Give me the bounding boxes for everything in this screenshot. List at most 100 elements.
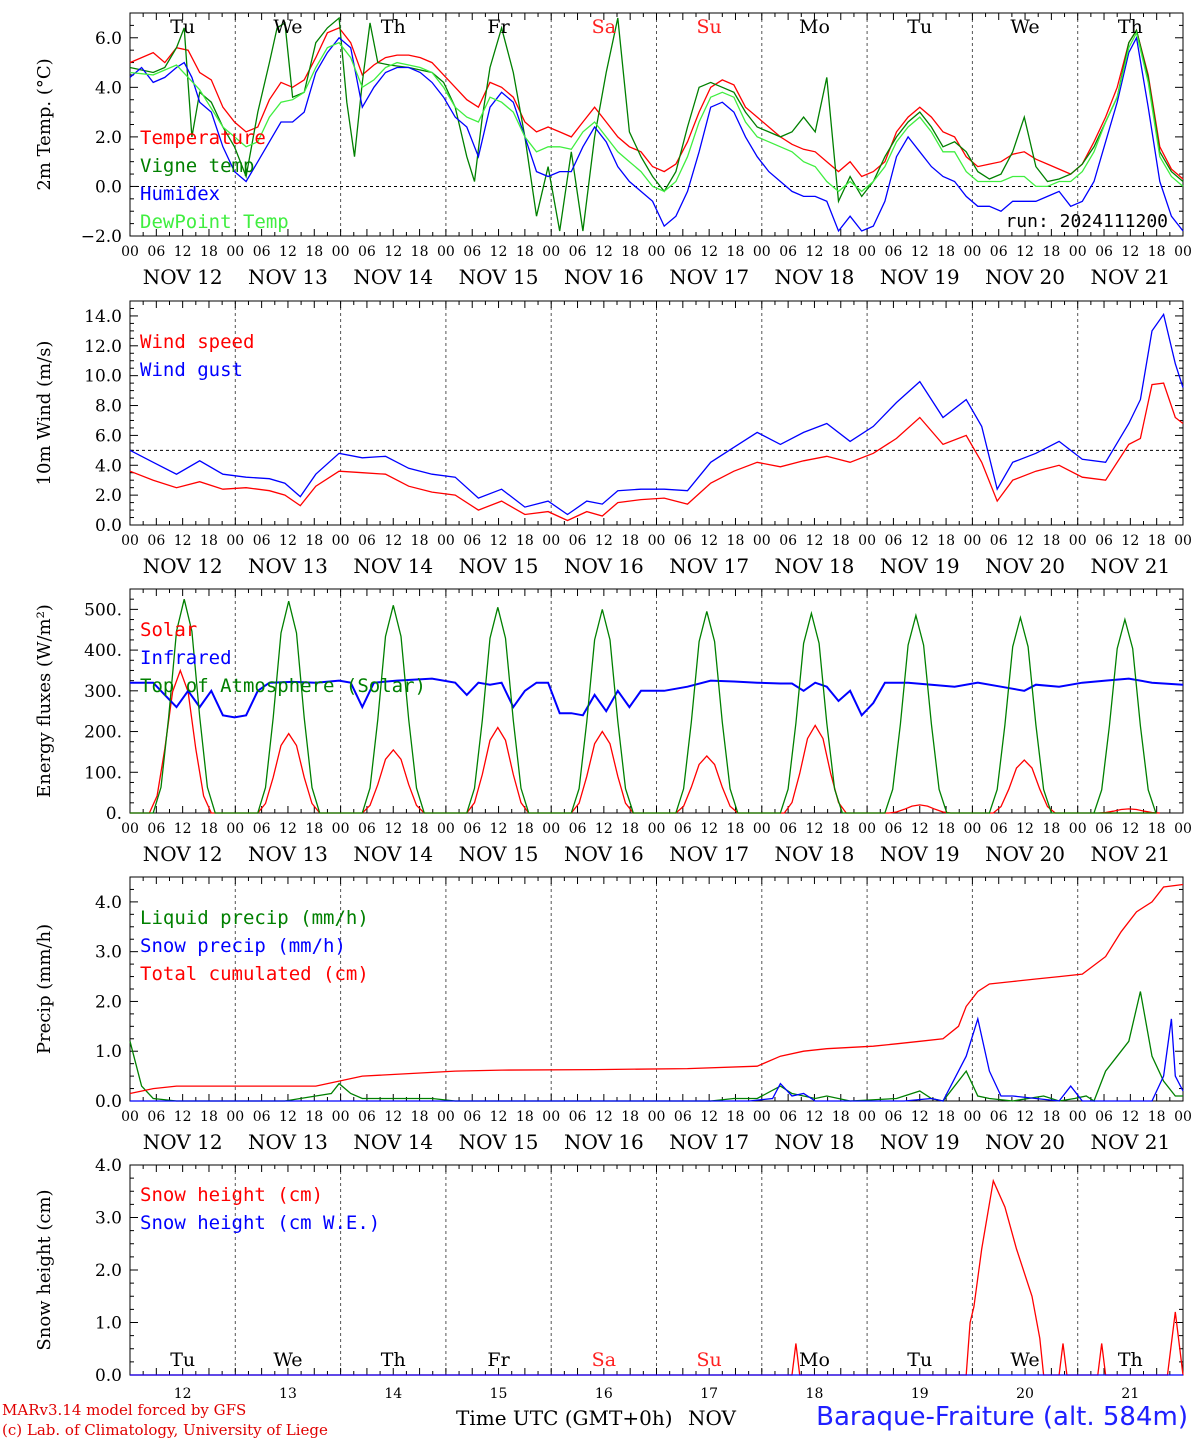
hour-tick-label: 00	[963, 244, 981, 260]
legend-label: Snow height (cm)	[140, 1184, 323, 1206]
date-label: NOV 19	[880, 1130, 960, 1154]
hour-tick-label: 12	[806, 244, 824, 260]
weekday-label: We	[1010, 1349, 1039, 1371]
hour-tick-label: 18	[727, 533, 745, 549]
series-line-liquid-precip-mm-h-	[129, 991, 1183, 1102]
hour-tick-label: 18	[1148, 244, 1166, 260]
legend-label: Infrared	[140, 647, 232, 669]
hour-tick-label: 18	[200, 533, 218, 549]
hour-tick-label: 00	[963, 821, 981, 837]
hour-tick-label: 12	[700, 533, 718, 549]
hour-tick-label: 00	[121, 821, 139, 837]
weekday-label: Sa	[592, 16, 616, 38]
weekday-label: Fr	[487, 16, 510, 38]
panel-4: 0.0 1.0 2.0 3.0 4.0 Precip (mm/h) Liquid preci…	[34, 876, 1192, 1154]
hour-tick-label: 18	[727, 1109, 745, 1125]
day-number-label: 16	[595, 1386, 613, 1402]
hour-tick-label: 18	[621, 244, 639, 260]
hour-tick-label: 06	[990, 533, 1008, 549]
y-tick-label: −2.0	[81, 227, 122, 247]
legend-label: Solar	[140, 619, 197, 641]
hour-tick-label: 12	[384, 244, 402, 260]
day-number-label: 19	[911, 1386, 929, 1402]
y-tick-label: 1.0	[95, 1042, 122, 1062]
date-label: NOV 12	[143, 842, 223, 866]
weekday-label: Th	[381, 1349, 406, 1371]
date-label: NOV 15	[459, 554, 539, 578]
hour-tick-label: 00	[226, 533, 244, 549]
hour-tick-label: 06	[253, 821, 271, 837]
hour-tick-label: 00	[437, 244, 455, 260]
hour-tick-label: 18	[1042, 1109, 1060, 1125]
hour-tick-label: 06	[674, 533, 692, 549]
hour-tick-label: 00	[858, 533, 876, 549]
date-label: NOV 19	[880, 265, 960, 289]
hour-tick-label: 00	[226, 1109, 244, 1125]
y-tick-label: 14.0	[84, 307, 122, 327]
hour-tick-label: 18	[727, 821, 745, 837]
date-label: NOV 16	[564, 842, 644, 866]
hour-tick-label: 00	[648, 821, 666, 837]
series-line-wind-speed	[129, 382, 1184, 522]
date-label: NOV 13	[248, 265, 328, 289]
hour-tick-label: 18	[937, 244, 955, 260]
weekday-label: Tu	[170, 16, 195, 38]
y-tick-label: 500.	[84, 600, 122, 620]
hour-tick-label: 18	[516, 244, 534, 260]
hour-tick-label: 12	[595, 1109, 613, 1125]
lab-credit: (c) Lab. of Climatology, University of L…	[2, 1421, 328, 1439]
hour-tick-label: 06	[358, 1109, 376, 1125]
y-tick-label: 0.0	[95, 516, 122, 536]
hour-tick-label: 06	[569, 1109, 587, 1125]
date-label: NOV 20	[985, 265, 1065, 289]
y-axis-label: Precip (mm/h)	[34, 924, 55, 1054]
date-label: NOV 20	[985, 842, 1065, 866]
date-label: NOV 21	[1090, 842, 1170, 866]
hour-tick-label: 18	[832, 244, 850, 260]
hour-tick-label: 06	[253, 533, 271, 549]
date-label: NOV 18	[775, 842, 855, 866]
day-number-label: 20	[1016, 1386, 1034, 1402]
hour-tick-label: 06	[674, 244, 692, 260]
hour-tick-label: 12	[595, 533, 613, 549]
date-label: NOV 17	[669, 265, 749, 289]
hour-tick-label: 00	[437, 821, 455, 837]
y-tick-label: 6.0	[95, 29, 122, 49]
panel-3: 0. 100. 200. 300. 400. 500. Energy fluxes (W/m…	[34, 588, 1192, 866]
weekday-label: Tu	[907, 1349, 932, 1371]
hour-tick-label: 12	[174, 244, 192, 260]
hour-tick-label: 18	[1148, 1109, 1166, 1125]
series-line-snow-precip-mm-h-	[130, 1016, 1184, 1102]
hour-tick-label: 18	[516, 533, 534, 549]
date-label: NOV 20	[985, 1130, 1065, 1154]
hour-tick-label: 12	[279, 533, 297, 549]
hour-tick-label: 06	[569, 533, 587, 549]
series-line-humidex	[129, 35, 1184, 233]
weekday-label: Su	[697, 1349, 722, 1371]
plot-frame	[129, 300, 1184, 526]
date-label: NOV 16	[564, 1130, 644, 1154]
hour-tick-label: 12	[595, 821, 613, 837]
y-tick-label: 8.0	[95, 397, 122, 417]
hour-tick-label: 18	[200, 244, 218, 260]
plot-frame	[129, 588, 1184, 814]
hour-tick-label: 00	[1069, 1109, 1087, 1125]
legend-label: Wind gust	[140, 359, 243, 381]
hour-tick-label: 12	[490, 533, 508, 549]
hour-tick-label: 06	[779, 533, 797, 549]
hour-tick-label: 12	[384, 533, 402, 549]
hour-tick-label: 06	[1095, 244, 1113, 260]
hour-tick-label: 18	[516, 1109, 534, 1125]
date-label: NOV 21	[1090, 1130, 1170, 1154]
hour-tick-label: 12	[174, 1109, 192, 1125]
hour-tick-label: 12	[806, 821, 824, 837]
hour-tick-label: 12	[1121, 533, 1139, 549]
hour-tick-label: 00	[121, 533, 139, 549]
hour-tick-label: 06	[1095, 821, 1113, 837]
date-label: NOV 18	[775, 554, 855, 578]
hour-tick-label: 18	[1148, 821, 1166, 837]
hour-tick-label: 00	[648, 1109, 666, 1125]
hour-tick-label: 18	[411, 821, 429, 837]
weekday-label: Th	[1118, 16, 1143, 38]
hour-tick-label: 00	[542, 533, 560, 549]
